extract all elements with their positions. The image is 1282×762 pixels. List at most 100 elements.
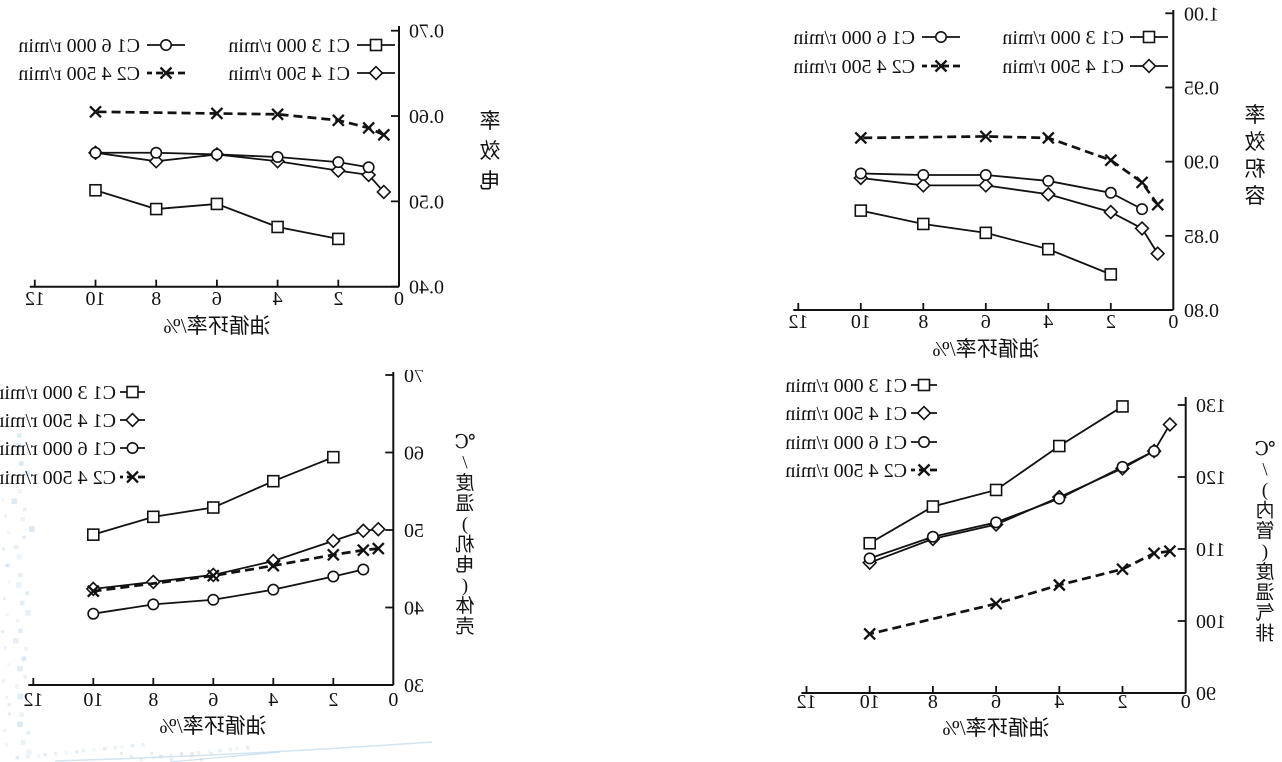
legend-item: C1 6 000 r/min bbox=[0, 438, 145, 460]
x-tick-label: 4 bbox=[273, 288, 283, 310]
legend: C1 3 000 r/min C1 6 000 r/min C1 4 500 r/m… bbox=[793, 27, 1168, 78]
svg-text:容: 容 bbox=[1245, 184, 1266, 208]
diamond-marker-icon bbox=[145, 574, 161, 590]
legend-label: C1 3 000 r/min bbox=[0, 382, 116, 404]
circle-marker-icon bbox=[990, 516, 1003, 529]
series-square bbox=[863, 400, 1129, 550]
chart-electric-efficiency: 0 2 4 6 8 10 12 0.40 0.50 0.60 0.70 油循环率/% 率效电 C1 3 0… bbox=[18, 21, 500, 338]
x-tick-label: 0 bbox=[1168, 311, 1178, 333]
legend-label: C1 6 000 r/min bbox=[0, 438, 116, 460]
svg-text:管: 管 bbox=[1255, 520, 1274, 542]
square-marker-icon bbox=[1116, 400, 1129, 413]
circle-marker-icon bbox=[327, 570, 340, 583]
legend-label: C2 4 500 r/min bbox=[18, 63, 140, 85]
series-square bbox=[854, 204, 1118, 281]
series-line bbox=[95, 151, 369, 169]
x-tick-label: 8 bbox=[918, 311, 928, 333]
x-tick-label: 10 bbox=[851, 311, 871, 333]
square-marker-icon bbox=[369, 38, 383, 52]
diamond-marker-icon bbox=[85, 581, 101, 597]
x-marker-icon bbox=[362, 121, 375, 135]
x-tick-label: 2 bbox=[333, 288, 343, 310]
svg-text:积: 积 bbox=[1245, 157, 1266, 181]
x-marker-icon bbox=[854, 131, 868, 145]
legend-item: C1 4 500 r/min bbox=[0, 410, 145, 432]
series-line bbox=[93, 456, 334, 536]
square-marker-icon bbox=[267, 474, 280, 488]
square-marker-icon bbox=[979, 226, 993, 240]
diamond-marker-icon bbox=[1040, 186, 1056, 202]
svg-text:电: 电 bbox=[455, 554, 474, 576]
x-tick-label: 0 bbox=[1181, 691, 1191, 713]
diamond-marker-icon bbox=[325, 533, 341, 549]
diamond-marker-icon bbox=[1141, 58, 1157, 74]
x-marker-icon bbox=[989, 597, 1003, 611]
x-tick-label: 0 bbox=[388, 689, 398, 711]
circle-marker-icon bbox=[979, 169, 992, 182]
square-marker-icon bbox=[1053, 439, 1066, 453]
x-marker-icon bbox=[863, 627, 877, 641]
x-marker-icon bbox=[326, 548, 340, 562]
diamond-marker-icon bbox=[370, 521, 386, 537]
y-tick-label: 120 bbox=[1196, 467, 1226, 489]
svg-text:率: 率 bbox=[1245, 103, 1266, 127]
series-circle bbox=[854, 167, 1149, 216]
circle-marker-icon bbox=[207, 593, 220, 606]
y-tick-label: 0.70 bbox=[409, 21, 444, 43]
legend-item: C1 3 000 r/min bbox=[785, 375, 937, 397]
legend-item: C2 4 500 r/min bbox=[0, 467, 145, 489]
x-marker-icon bbox=[331, 113, 345, 127]
square-marker-icon bbox=[271, 220, 284, 234]
svg-text:效: 效 bbox=[1245, 130, 1266, 154]
y-tick-label: 0.50 bbox=[409, 191, 444, 213]
series-line bbox=[869, 423, 1171, 564]
svg-text:气: 气 bbox=[1255, 602, 1274, 624]
series-line bbox=[95, 189, 339, 240]
x-marker-icon bbox=[89, 105, 102, 119]
circle-marker-icon bbox=[863, 552, 876, 565]
series-square bbox=[89, 183, 345, 246]
diamond-marker-icon bbox=[376, 184, 392, 200]
x-tick-label: 4 bbox=[1043, 311, 1053, 333]
series-line bbox=[860, 209, 1112, 276]
x-tick-label: 8 bbox=[151, 288, 161, 310]
x-marker-icon bbox=[356, 543, 370, 557]
legend: C1 3 000 r/min C1 4 500 r/min C1 6 000 r/m… bbox=[0, 382, 145, 489]
diamond-marker-icon bbox=[368, 65, 384, 81]
x-marker-icon bbox=[1147, 547, 1161, 560]
legend-item: C1 4 500 r/min bbox=[228, 63, 395, 85]
legend-item: C2 4 500 r/min bbox=[18, 63, 185, 85]
y-tick-label: 0.60 bbox=[409, 106, 444, 128]
series-xcross bbox=[89, 105, 391, 142]
circle-marker-icon bbox=[1148, 445, 1161, 458]
legend-label: C1 4 500 r/min bbox=[785, 403, 907, 425]
x-marker-icon bbox=[1052, 578, 1066, 592]
legend-label: C1 3 000 r/min bbox=[1002, 27, 1124, 49]
series-square bbox=[86, 450, 340, 541]
y-tick-label: 0.40 bbox=[409, 277, 444, 299]
svg-text:/: / bbox=[1262, 460, 1268, 481]
x-marker-icon bbox=[979, 130, 993, 143]
x-marker-icon bbox=[86, 584, 100, 598]
square-marker-icon bbox=[126, 385, 139, 399]
svg-text:温: 温 bbox=[1255, 582, 1274, 604]
x-marker-icon bbox=[1041, 131, 1055, 145]
y-axis-title: ℃/度温)机电(体壳 bbox=[454, 432, 475, 638]
square-marker-icon bbox=[146, 510, 160, 524]
square-marker-icon bbox=[210, 197, 224, 211]
svg-text:): ) bbox=[462, 514, 468, 535]
x-marker-icon bbox=[934, 59, 948, 73]
x-axis-title: 油循环率/% bbox=[932, 337, 1039, 361]
series-line bbox=[95, 110, 385, 137]
x-axis-title: 油循环率/% bbox=[159, 714, 266, 738]
circle-marker-icon bbox=[357, 563, 370, 576]
y-tick-label: 40 bbox=[404, 598, 424, 620]
x-marker-icon bbox=[159, 66, 173, 80]
square-marker-icon bbox=[89, 183, 102, 197]
legend-label: C2 4 500 r/min bbox=[793, 56, 915, 78]
x-tick-label: 12 bbox=[797, 691, 817, 713]
diamond-marker-icon bbox=[124, 412, 141, 428]
svg-text:(: ( bbox=[1262, 542, 1268, 563]
circle-marker-icon bbox=[267, 583, 280, 596]
